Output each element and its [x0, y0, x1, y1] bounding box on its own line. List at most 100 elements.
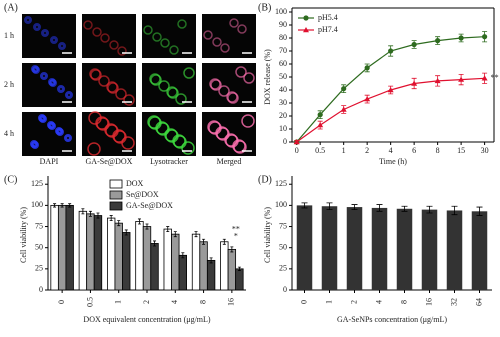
x-tick-label: 2 [142, 300, 151, 304]
point [317, 112, 323, 118]
x-tick-label: 1 [114, 300, 123, 304]
bar [235, 268, 244, 291]
cell [203, 30, 213, 40]
x-tick-label: 8 [436, 146, 440, 155]
cell [57, 85, 65, 93]
y-tick-label: 20 [279, 111, 287, 120]
cell [115, 88, 127, 100]
cell [24, 16, 32, 24]
cell [209, 78, 221, 90]
bar [191, 233, 201, 291]
cell [123, 94, 135, 106]
cell [175, 93, 187, 105]
chart-title: (D) [258, 174, 272, 185]
y-tick-label: 30 [279, 98, 287, 107]
y-tick-label: 50 [279, 72, 287, 81]
legend-label: pH7.4 [318, 25, 338, 34]
point [434, 77, 441, 84]
column-label: DAPI [40, 157, 59, 166]
bar [220, 241, 229, 291]
bar [114, 222, 123, 291]
error-bar [451, 205, 458, 216]
point [458, 76, 465, 82]
error-bar [202, 238, 206, 245]
bar [142, 226, 152, 291]
bar [171, 233, 180, 291]
y-tick-label: 0 [39, 285, 43, 294]
cell [65, 91, 73, 99]
error-bar [60, 203, 64, 208]
y-tick-label: 125 [31, 179, 43, 188]
error-bar [401, 205, 408, 212]
y-tick-label: 0 [283, 137, 287, 146]
cell [212, 37, 222, 47]
legend-swatch [109, 179, 123, 189]
cell [147, 115, 161, 129]
cell [243, 72, 255, 84]
cell [218, 85, 230, 97]
row-label: 4 h [4, 129, 14, 138]
point [340, 106, 347, 112]
annotation: ** [232, 225, 240, 234]
x-axis-label: Time (h) [379, 157, 407, 166]
y-tick-label: 25 [35, 264, 43, 273]
row-label: 2 h [4, 80, 14, 89]
point [482, 34, 488, 40]
y-tick-label: 100 [275, 7, 287, 16]
cell [48, 122, 56, 130]
bar [78, 210, 88, 291]
y-tick-label: 40 [279, 85, 287, 94]
legend-label: pH5.4 [318, 13, 338, 22]
y-tick-label: 50 [35, 243, 43, 252]
cell [41, 29, 49, 37]
cell [50, 36, 58, 44]
cell [32, 66, 40, 74]
error-bar [476, 206, 483, 216]
x-tick-label: 0 [299, 300, 308, 304]
bar [163, 228, 172, 291]
legend-label: Se@DOX [126, 190, 159, 199]
x-tick-label: 15 [457, 146, 465, 155]
cell [167, 87, 179, 99]
point [411, 41, 417, 48]
cell [109, 40, 119, 50]
point [388, 48, 394, 54]
cell [152, 32, 162, 42]
point [481, 75, 488, 81]
bar [446, 210, 463, 290]
column-label: Lysotracker [150, 157, 188, 166]
point [411, 80, 418, 86]
cell [89, 68, 101, 80]
bar [50, 204, 59, 291]
x-tick-label: 6 [412, 146, 416, 155]
cell [177, 19, 187, 29]
y-tick-label: 125 [275, 179, 287, 188]
cell [235, 66, 247, 78]
bar [199, 241, 208, 291]
error-bar [88, 210, 92, 217]
point [293, 139, 300, 145]
cell [165, 129, 179, 143]
x-tick-label: 0.5 [315, 146, 325, 155]
cell [83, 20, 93, 30]
y-tick-label: 75 [35, 221, 43, 230]
bar [206, 259, 216, 291]
legend-marker [303, 27, 309, 33]
cell [149, 73, 161, 85]
cell [227, 92, 239, 104]
column-label: GA-Se@DOX [86, 157, 133, 166]
cell [183, 67, 195, 79]
y-tick-label: 100 [275, 200, 287, 209]
y-tick-label: 90 [279, 20, 287, 29]
bar [135, 221, 144, 291]
error-bar [426, 205, 433, 214]
x-tick-label: 30 [481, 146, 489, 155]
bar [346, 207, 363, 290]
error-bar [137, 218, 141, 225]
y-axis-label: Cell viability (%) [19, 207, 28, 263]
cell [107, 82, 119, 94]
point [341, 86, 347, 92]
point [364, 65, 370, 71]
bar [296, 205, 313, 290]
cell [166, 86, 178, 98]
